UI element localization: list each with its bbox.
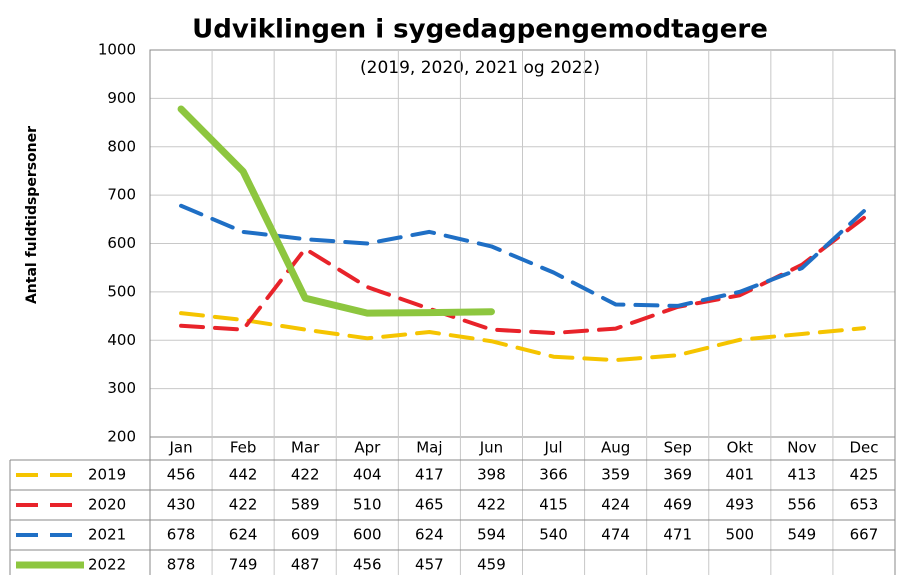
- y-tick-label: 300: [107, 379, 136, 397]
- table-value: 471: [663, 526, 692, 544]
- table-value: 422: [477, 496, 506, 514]
- y-tick-label: 900: [107, 89, 136, 107]
- x-tick-label: Dec: [849, 439, 878, 457]
- table-value: 469: [663, 496, 692, 514]
- x-tick-label: Jan: [168, 439, 192, 457]
- table-value: 624: [415, 526, 444, 544]
- table-value: 422: [291, 466, 320, 484]
- table-value: 456: [167, 466, 196, 484]
- table-value: 430: [167, 496, 196, 514]
- table-value: 624: [229, 526, 258, 544]
- x-tick-label: Jul: [543, 439, 562, 457]
- x-tick-label: Mar: [291, 439, 320, 457]
- table-value: 422: [229, 496, 258, 514]
- table-value: 667: [850, 526, 879, 544]
- y-tick-label: 200: [107, 428, 136, 446]
- table-value: 404: [353, 466, 382, 484]
- table-value: 413: [788, 466, 817, 484]
- table-value: 465: [415, 496, 444, 514]
- table-value: 425: [850, 466, 879, 484]
- y-axis-label: Antal fuldtidspersoner: [24, 126, 40, 304]
- table-value: 589: [291, 496, 320, 514]
- x-tick-label: Maj: [416, 439, 442, 457]
- table-value: 594: [477, 526, 506, 544]
- y-tick-label: 600: [107, 234, 136, 252]
- x-tick-label: Nov: [787, 439, 816, 457]
- y-tick-label: 400: [107, 331, 136, 349]
- table-value: 609: [291, 526, 320, 544]
- chart-subtitle: (2019, 2020, 2021 og 2022): [360, 58, 600, 78]
- chart-title: Udviklingen i sygedagpengemodtagere: [192, 15, 768, 45]
- legend-label: 2019: [88, 466, 126, 484]
- table-value: 549: [788, 526, 817, 544]
- table-value: 459: [477, 556, 506, 574]
- y-tick-label: 700: [107, 186, 136, 204]
- table-value: 417: [415, 466, 444, 484]
- x-tick-label: Apr: [354, 439, 381, 457]
- table-value: 457: [415, 556, 444, 574]
- y-tick-label: 500: [107, 282, 136, 300]
- table-value: 359: [601, 466, 630, 484]
- x-tick-label: Aug: [601, 439, 630, 457]
- table-value: 653: [850, 496, 879, 514]
- series-line: [177, 105, 495, 317]
- legend-label: 2022: [88, 556, 126, 574]
- table-value: 500: [725, 526, 754, 544]
- table-value: 600: [353, 526, 382, 544]
- y-tick-label: 1000: [98, 41, 136, 59]
- table-value: 456: [353, 556, 382, 574]
- table-value: 415: [539, 496, 568, 514]
- legend-label: 2021: [88, 526, 126, 544]
- table-value: 556: [788, 496, 817, 514]
- legend-label: 2020: [88, 496, 126, 514]
- table-value: 487: [291, 556, 320, 574]
- series-line: [179, 311, 866, 363]
- x-tick-label: Okt: [727, 439, 753, 457]
- table-value: 398: [477, 466, 506, 484]
- table-value: 401: [725, 466, 754, 484]
- table-value: 493: [725, 496, 754, 514]
- series-line: [179, 203, 866, 308]
- table-value: 510: [353, 496, 382, 514]
- series-line: [179, 215, 866, 335]
- x-tick-label: Sep: [664, 439, 692, 457]
- table-value: 474: [601, 526, 630, 544]
- table-value: 369: [663, 466, 692, 484]
- table-value: 878: [167, 556, 196, 574]
- x-tick-label: Jun: [479, 439, 503, 457]
- y-tick-label: 800: [107, 137, 136, 155]
- table-value: 540: [539, 526, 568, 544]
- table-value: 678: [167, 526, 196, 544]
- x-tick-label: Feb: [230, 439, 257, 457]
- table-value: 424: [601, 496, 630, 514]
- table-value: 749: [229, 556, 258, 574]
- table-value: 366: [539, 466, 568, 484]
- table-value: 442: [229, 466, 258, 484]
